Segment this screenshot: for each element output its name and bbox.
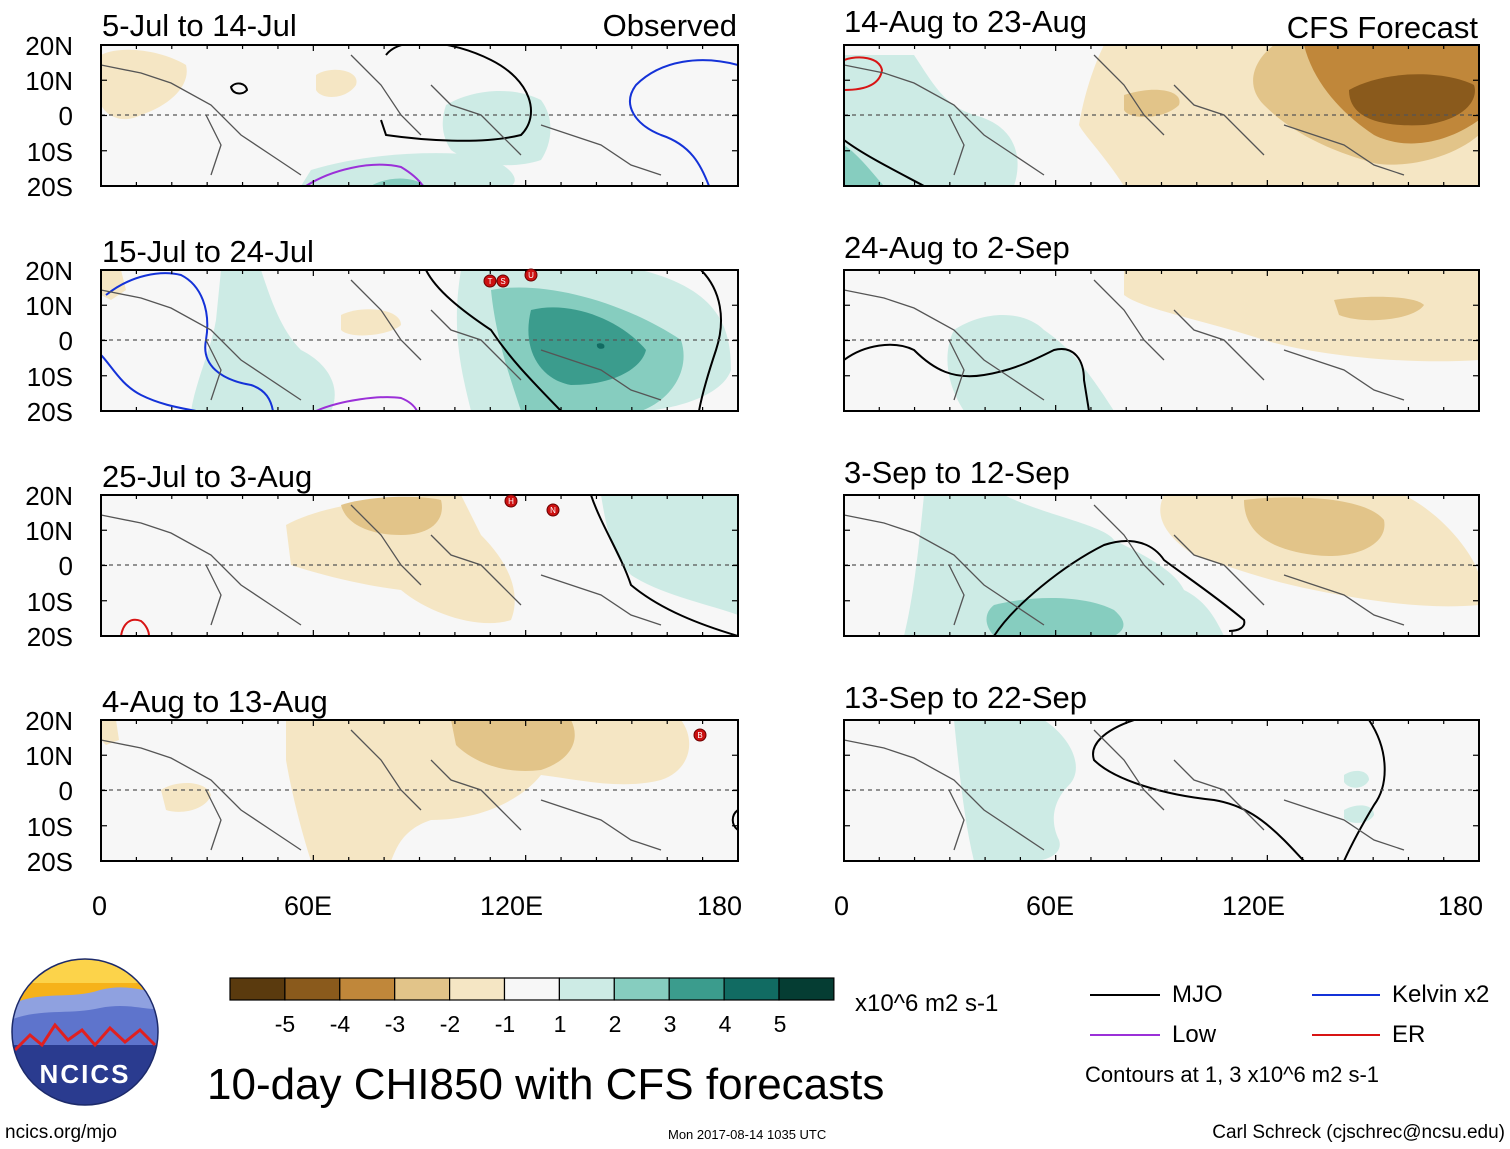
lat-label: 10S — [26, 362, 73, 392]
storm-letter: U — [528, 271, 534, 280]
lat-label: 20S — [26, 847, 73, 877]
lat-label: 0 — [58, 326, 73, 356]
colorbar-swatch — [668, 977, 725, 1001]
colorbar-swatch — [778, 977, 835, 1001]
lat-label: 0 — [58, 551, 73, 581]
lat-label: 0 — [58, 776, 73, 806]
colorbar-swatch — [229, 977, 286, 1001]
lat-label: 20N — [25, 256, 73, 286]
storm-marker: B — [693, 728, 707, 742]
storm-marker: H — [504, 494, 518, 508]
panel-fc-1-map — [843, 44, 1480, 187]
lon-label: 180 — [1438, 891, 1484, 921]
lon-label: 120E — [1222, 891, 1286, 921]
panel-title-obs-1: 5-Jul to 14-Jul — [102, 8, 297, 43]
axis-ticks — [100, 44, 1480, 862]
storm-markers: T S U H N B — [483, 268, 707, 742]
colorbar — [229, 977, 835, 1001]
lat-label: 10S — [26, 812, 73, 842]
colorbar-swatch — [723, 977, 780, 1001]
storm-marker: U — [524, 268, 538, 282]
colorbar-swatch — [558, 977, 615, 1001]
lat-label: 10N — [25, 66, 73, 96]
lat-label: 10N — [25, 516, 73, 546]
lon-label: 0 — [834, 891, 850, 921]
lat-label: 20N — [25, 31, 73, 61]
storm-marker: T — [483, 274, 497, 288]
panel-obs-1-map — [100, 44, 739, 187]
panel-title-fc-3: 3-Sep to 12-Sep — [844, 455, 1070, 490]
lon-label: 0 — [92, 891, 108, 921]
lat-label: 10N — [25, 741, 73, 771]
lat-label: 20S — [26, 172, 73, 202]
colorbar-tick: 5 — [773, 1011, 787, 1037]
lat-label: 20N — [25, 481, 73, 511]
colorbar-tick: -1 — [494, 1011, 516, 1037]
lat-label: 0 — [58, 101, 73, 131]
storm-letter: S — [500, 277, 505, 286]
legend-mjo-label: MJO — [1172, 981, 1223, 1008]
footer-site: ncics.org/mjo — [5, 1122, 117, 1143]
panel-obs-4-map — [100, 719, 739, 862]
colorbar-tick: -5 — [274, 1011, 296, 1037]
panel-fc-3-map — [843, 494, 1480, 637]
colorbar-tick: -3 — [384, 1011, 406, 1037]
colorbar-tick: -2 — [439, 1011, 461, 1037]
figure-title: 10-day CHI850 with CFS forecasts — [207, 1060, 885, 1109]
colorbar-tick: 1 — [553, 1011, 567, 1037]
forecast-header: CFS Forecast — [1286, 10, 1478, 45]
panel-title-obs-4: 4-Aug to 13-Aug — [102, 684, 328, 719]
lat-label: 10S — [26, 137, 73, 167]
lon-label: 60E — [1026, 891, 1075, 921]
lon-label: 180 — [697, 891, 743, 921]
footer-credit: Carl Schreck (cjschrec@ncsu.edu) — [1212, 1122, 1505, 1143]
storm-letter: B — [697, 731, 702, 740]
lat-label: 20S — [26, 397, 73, 427]
colorbar-swatch — [339, 977, 396, 1001]
lat-label: 20S — [26, 622, 73, 652]
legend-lines — [1090, 994, 1380, 1036]
storm-letter: T — [488, 277, 493, 286]
panel-title-fc-2: 24-Aug to 2-Sep — [844, 230, 1070, 265]
storm-marker: N — [546, 503, 560, 517]
logo-text: NCICS — [40, 1059, 131, 1089]
panel-title-obs-2: 15-Jul to 24-Jul — [102, 234, 314, 269]
storm-letter: H — [508, 497, 514, 506]
legend-low-label: Low — [1172, 1021, 1217, 1048]
lat-label: 20N — [25, 706, 73, 736]
colorbar-swatch — [503, 977, 561, 1001]
colorbar-tick: 4 — [718, 1011, 732, 1037]
panel-title-fc-4: 13-Sep to 22-Sep — [844, 680, 1088, 715]
panel-fc-2-map — [843, 269, 1480, 412]
colorbar-tick: 2 — [608, 1011, 622, 1037]
lon-label: 60E — [284, 891, 333, 921]
storm-marker: S — [496, 274, 510, 288]
colorbar-swatch — [284, 977, 341, 1001]
colorbar-tick: -4 — [329, 1011, 351, 1037]
storm-letter: N — [550, 506, 556, 515]
lat-label: 10N — [25, 291, 73, 321]
panel-title-obs-3: 25-Jul to 3-Aug — [102, 459, 313, 494]
colorbar-unit-label: x10^6 m2 s-1 — [855, 990, 999, 1017]
colorbar-swatch — [613, 977, 670, 1001]
footer-timestamp: Mon 2017-08-14 1035 UTC — [668, 1127, 827, 1142]
colorbar-tick: 3 — [663, 1011, 677, 1037]
panel-fc-4-map — [843, 719, 1480, 862]
legend-note: Contours at 1, 3 x10^6 m2 s-1 — [1085, 1062, 1380, 1087]
colorbar-swatch — [449, 977, 506, 1001]
lon-label: 120E — [480, 891, 544, 921]
legend-kelvin-label: Kelvin x2 — [1392, 981, 1490, 1008]
panel-obs-2-map — [100, 269, 739, 412]
panel-title-fc-1: 14-Aug to 23-Aug — [844, 4, 1088, 39]
ncics-logo: NCICS — [11, 958, 159, 1106]
colorbar-swatch — [394, 977, 451, 1001]
lat-label: 10S — [26, 587, 73, 617]
observed-header: Observed — [602, 8, 737, 43]
legend-er-label: ER — [1392, 1021, 1426, 1048]
panel-obs-3-map — [100, 494, 739, 637]
